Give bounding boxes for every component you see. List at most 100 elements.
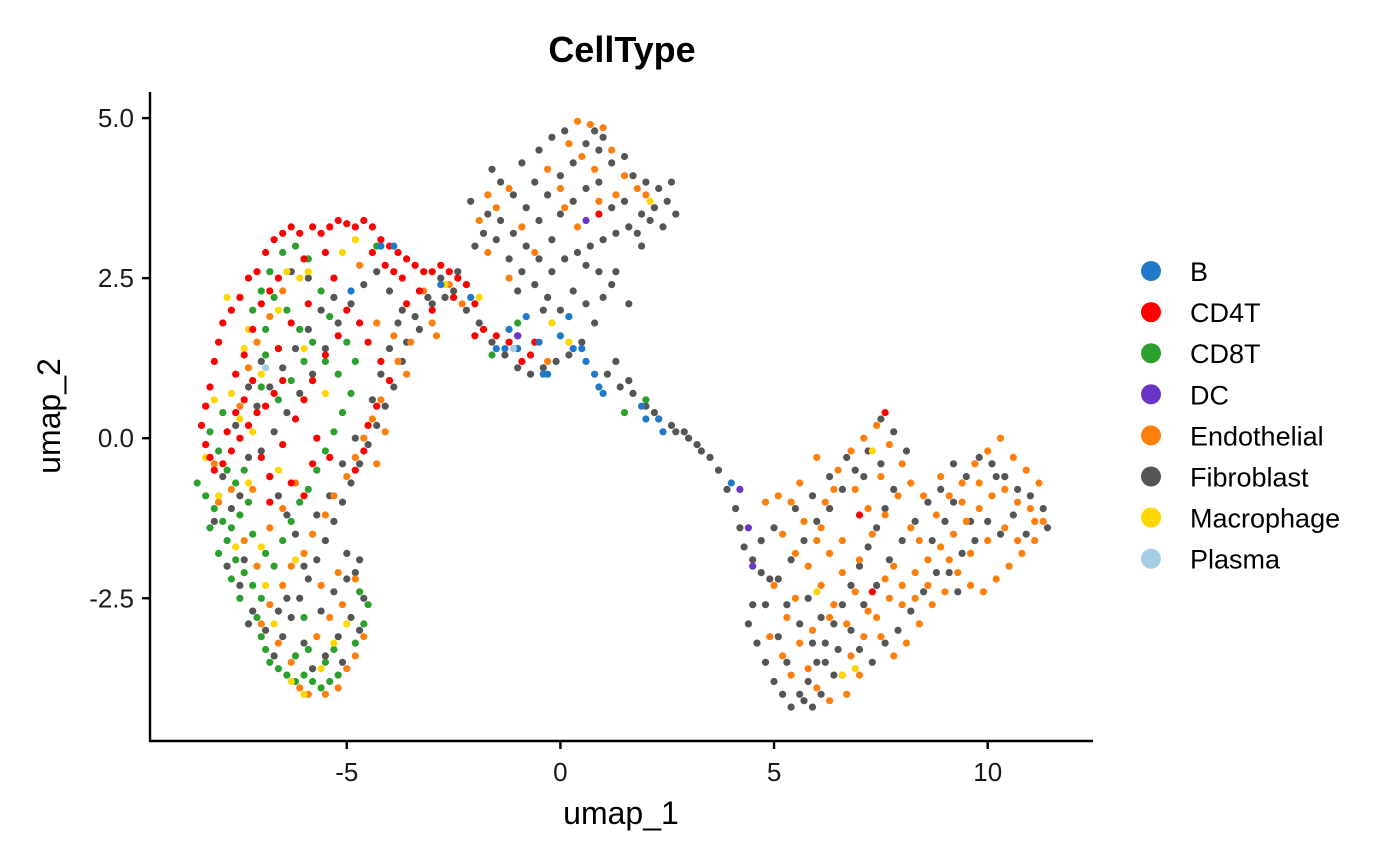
point-fibroblast [544, 191, 552, 199]
point-cd4t [505, 338, 513, 346]
point-endothelial [796, 639, 804, 647]
point-fibroblast [262, 626, 270, 634]
point-fibroblast [467, 197, 475, 205]
point-endothelial [911, 569, 919, 577]
legend: B CD4T CD8T DC Endothelial Fibroblast Macropha… [1141, 257, 1340, 575]
point-endothelial [992, 575, 1000, 583]
point-fibroblast [838, 601, 847, 609]
point-fibroblast [552, 357, 560, 365]
point-cd8t [360, 620, 368, 628]
point-fibroblast [830, 620, 838, 628]
point-fibroblast [1001, 473, 1009, 481]
point-fibroblast [907, 607, 915, 615]
point-fibroblast [817, 613, 825, 622]
point-fibroblast [753, 639, 761, 647]
point-endothelial [907, 524, 915, 532]
point-cd8t [291, 652, 300, 660]
point-macrophage [343, 620, 351, 628]
point-fibroblast [561, 255, 569, 263]
point-fibroblast [774, 575, 782, 583]
point-fibroblast [279, 364, 287, 372]
point-fibroblast [655, 184, 663, 193]
x-tick-label: 5 [767, 757, 781, 787]
point-fibroblast [599, 236, 607, 244]
point-cd4t [249, 377, 257, 385]
point-cd4t [279, 377, 287, 385]
point-endothelial [873, 613, 881, 622]
point-cd4t [240, 351, 248, 359]
point-cd4t [326, 223, 334, 231]
point-b [390, 242, 398, 250]
point-fibroblast [565, 351, 573, 359]
point-fibroblast [317, 607, 325, 615]
point-endothelial [843, 620, 851, 628]
point-cd8t [227, 575, 235, 583]
point-fibroblast [296, 594, 304, 602]
point-fibroblast [309, 665, 317, 673]
point-b [642, 415, 650, 423]
point-cd4t [351, 466, 359, 474]
point-cd4t [381, 261, 389, 269]
point-cd8t [338, 409, 347, 417]
point-fibroblast [377, 370, 385, 378]
point-macrophage [646, 197, 654, 205]
point-cd8t [321, 447, 329, 455]
point-cd8t [330, 645, 338, 654]
point-endothelial [937, 543, 945, 551]
point-cd4t [300, 492, 308, 500]
point-cd4t [266, 498, 274, 506]
point-cd4t [454, 274, 462, 282]
point-fibroblast [291, 530, 300, 538]
point-fibroblast [454, 268, 462, 276]
point-cd4t [304, 300, 312, 308]
point-endothelial [227, 485, 235, 493]
point-fibroblast [937, 485, 945, 493]
point-endothelial [920, 492, 928, 500]
point-fibroblast [347, 300, 355, 308]
point-fibroblast [1009, 511, 1017, 519]
point-fibroblast [223, 562, 231, 570]
point-endothelial [484, 248, 492, 257]
point-endothelial [334, 684, 342, 692]
point-fibroblast [236, 581, 244, 590]
point-fibroblast [569, 287, 577, 295]
point-fibroblast [642, 178, 650, 186]
point-endothelial [274, 639, 282, 647]
point-fibroblast [625, 377, 633, 385]
point-cd4t [223, 428, 231, 436]
point-cd4t [249, 325, 257, 333]
point-endothelial [868, 530, 876, 538]
point-cd4t [253, 268, 261, 276]
point-cd4t [309, 460, 317, 468]
point-endothelial [800, 517, 808, 526]
point-cd4t [257, 453, 265, 461]
point-macrophage [338, 248, 347, 257]
point-endothelial [1018, 549, 1026, 558]
point-endothelial [296, 684, 304, 692]
point-endothelial [360, 633, 368, 641]
point-endothelial [783, 613, 791, 622]
point-cd8t [219, 517, 227, 526]
point-endothelial [1039, 517, 1047, 526]
point-fibroblast [522, 242, 530, 250]
point-b [599, 389, 607, 397]
point-endothelial [984, 537, 992, 545]
point-cd8t [240, 569, 248, 577]
point-macrophage [300, 345, 308, 353]
point-cd8t [488, 351, 496, 359]
point-fibroblast [612, 229, 620, 237]
legend-label-endothelial: Endothelial [1190, 421, 1324, 451]
point-fibroblast [270, 652, 278, 660]
point-fibroblast [633, 229, 641, 237]
point-fibroblast [518, 268, 526, 276]
point-fibroblast [548, 133, 556, 141]
point-endothelial [428, 319, 436, 327]
point-fibroblast [210, 517, 218, 526]
point-endothelial [351, 652, 359, 660]
point-fibroblast [424, 293, 432, 301]
point-fibroblast [569, 197, 577, 205]
point-fibroblast [509, 191, 517, 199]
point-endothelial [851, 485, 859, 493]
legend-label-cd8t: CD8T [1190, 339, 1261, 369]
point-fibroblast [544, 293, 552, 301]
